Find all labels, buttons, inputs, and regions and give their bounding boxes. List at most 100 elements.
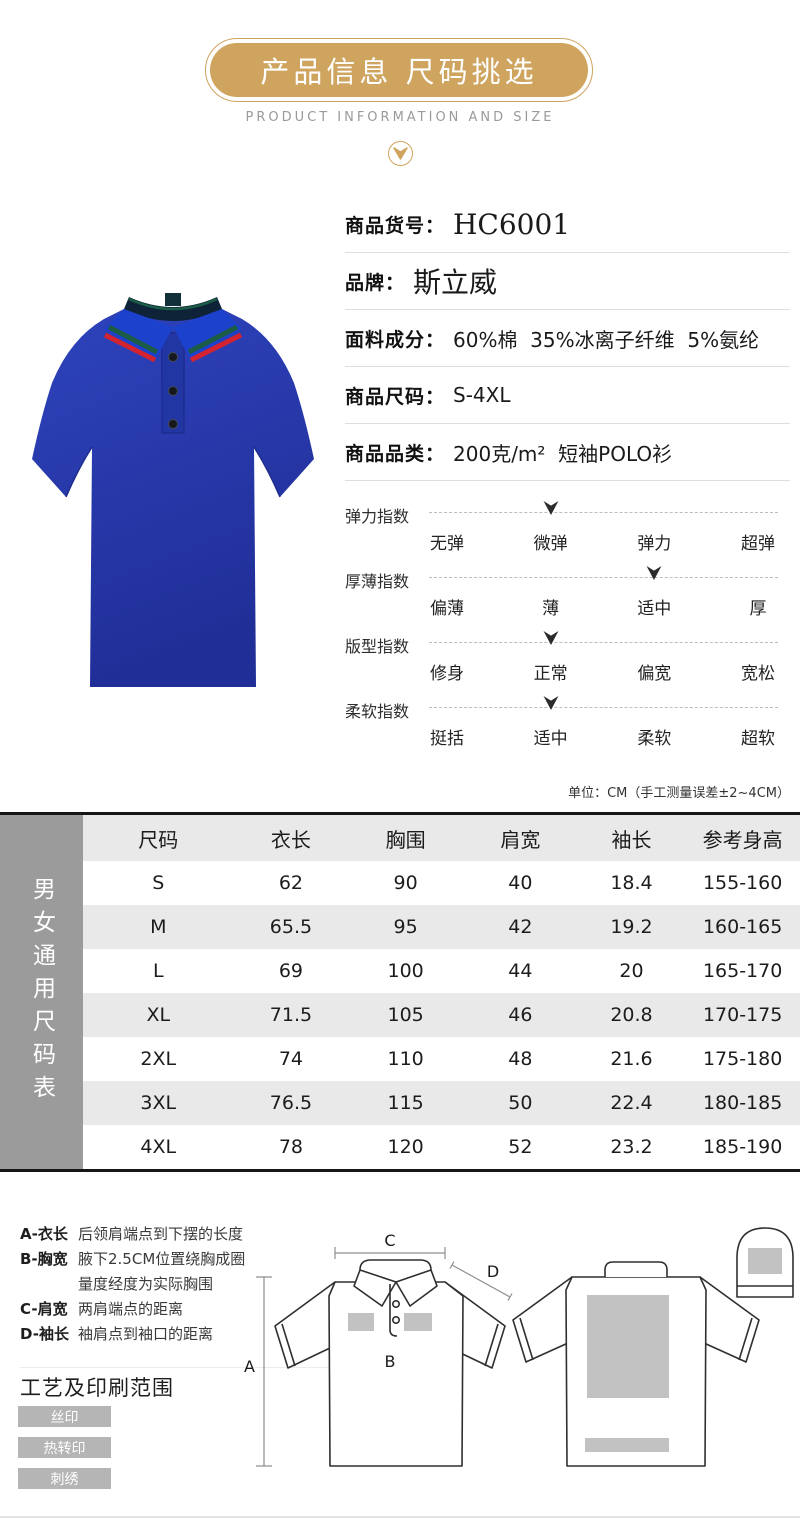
guide-key: C-肩宽 [20,1300,68,1318]
collar-label [165,293,181,306]
collar-piece-diagram [736,1227,794,1298]
letter-a: A [244,1357,255,1376]
index-option: 弹力 [637,534,672,554]
size-cell: 78 [278,1136,304,1158]
measure-letters: A B C D [244,1231,499,1376]
size-cell: 20 [619,960,644,982]
size-cell: 48 [508,1048,533,1070]
info-value: S-4XL [453,383,511,407]
index-label: 弹力指数 [345,507,410,526]
size-cell: 185-190 [702,1136,783,1158]
index-dashed-line [429,707,778,708]
size-col-header: 肩宽 [463,815,578,861]
banner-pill: 产品信息 尺码挑选 [210,43,588,97]
page-subtitle: PRODUCT INFORMATION AND SIZE [245,110,555,125]
index-group: 柔软指数挺括 适中柔软 超软 [345,693,790,758]
index-dashed-line [429,642,778,643]
size-cell: 160-165 [702,916,783,938]
index-scale-line: 版型指数 [345,633,790,656]
front-body [328,1281,464,1467]
info-value: HC6001 [453,207,571,241]
product-photo [8,263,333,693]
shirt-diagrams: A B C D [230,1220,800,1510]
front-collar-band [359,1259,432,1280]
table-row: 2XL 74 110 48 21.6 175-180 [83,1037,800,1081]
info-value: 斯立威 [413,266,498,299]
craft-tag: 热转印 [18,1437,111,1458]
size-col-header: 袖长 [577,815,686,861]
index-scales: 弹力指数 无弹 微弹 弹力 超弹 厚薄指数 偏薄薄适中厚版型指数 修身 正常 偏宽 宽松 柔软指数 挺括… [345,498,790,758]
size-cell: 170-175 [702,1004,783,1026]
product-info-row: 商品品类： 200克/m² 短袖POLO衫 [345,424,790,481]
index-option: 修身 [430,664,464,684]
table-row: XL 71.5 105 46 20.8 170-175 [83,993,800,1037]
size-cell: 175-180 [702,1048,783,1070]
divider [20,1367,345,1368]
guide-desc: 后领肩端点到下摆的长度 [78,1222,243,1247]
guide-desc-line: 量度经度为实际胸围 [78,1275,214,1293]
size-cell: M [150,916,167,938]
size-cell: 95 [393,916,418,938]
size-cell: 115 [387,1092,424,1114]
index-option: 适中 [636,566,672,619]
front-left-sleeve [274,1281,336,1369]
index-option: 适中 [533,696,569,749]
size-cell: 71.5 [269,1004,313,1026]
guide-key: B-胸宽 [20,1250,68,1268]
size-col-header: 胸围 [348,815,463,861]
selected-marker-icon [543,696,559,710]
index-option: 偏宽 [637,664,672,684]
size-cell: S [152,872,165,894]
back-shirt-diagram [512,1261,760,1467]
size-cell: 23.2 [610,1136,653,1158]
index-options: 偏薄 薄 适中厚 [345,566,790,619]
print-area [348,1313,374,1331]
index-label: 柔软指数 [345,702,410,721]
front-collar-left [353,1269,397,1307]
size-cell: 90 [393,872,418,894]
size-cell: 120 [387,1136,424,1158]
letter-b: B [385,1352,396,1371]
table-row: M 65.5 95 42 19.2 160-165 [83,905,800,949]
index-option: 微弹 [533,501,569,554]
front-collar-right [395,1269,438,1307]
size-cell: 46 [508,1004,533,1026]
unit-note: 单位：CM（手工测量误差±2~4CM） [568,786,790,801]
title-banner: 产品信息 尺码挑选 [205,38,593,102]
table-header-row: 尺码 衣长 胸围 肩宽 袖长 参考身高 [83,815,800,861]
print-area [585,1438,669,1452]
craft-tag-list: 丝印 热转印 刺绣 [18,1406,111,1499]
guide-desc: 腋下2.5CM位置绕胸成圈 量度经度为实际胸围 [78,1247,245,1297]
size-cell: 62 [278,872,304,894]
index-scale-line: 柔软指数 [345,698,790,721]
back-collar [604,1261,668,1277]
index-option: 柔软 [637,729,672,749]
info-label: 品牌： [345,271,406,294]
guide-item: D-袖长 袖肩点到袖口的距离 [20,1322,270,1347]
guide-desc-line: 后领肩端点到下摆的长度 [78,1225,244,1243]
index-scale-line: 弹力指数 [345,503,790,526]
selected-marker-icon [543,501,559,515]
product-info-row: 品牌： 斯立威 [345,253,790,310]
button [168,419,178,429]
index-option: 超软 [740,729,775,749]
size-cell: 20.8 [610,1004,653,1026]
size-col-header: 参考身高 [685,815,800,861]
size-cell: 42 [508,916,533,938]
product-info-row: 面料成分： 60%棉 35%冰离子纤维 5%氨纶 [345,310,790,367]
button [168,386,178,396]
size-cell: L [152,960,164,982]
polo-shirt-photo [32,293,314,687]
index-option: 正常 [533,631,569,684]
index-option: 挺括 [430,729,464,749]
index-group: 版型指数 修身 正常 偏宽 宽松 [345,628,790,693]
size-cell: 19.2 [610,916,653,938]
size-cell: 22.4 [610,1092,653,1114]
placket [161,332,185,434]
size-cell: 4XL [140,1136,177,1158]
info-label: 面料成分： [345,328,446,351]
button [168,352,178,362]
front-shirt-diagram [274,1259,506,1467]
size-cell: 155-160 [702,872,783,894]
info-label: 商品尺码： [345,385,446,408]
